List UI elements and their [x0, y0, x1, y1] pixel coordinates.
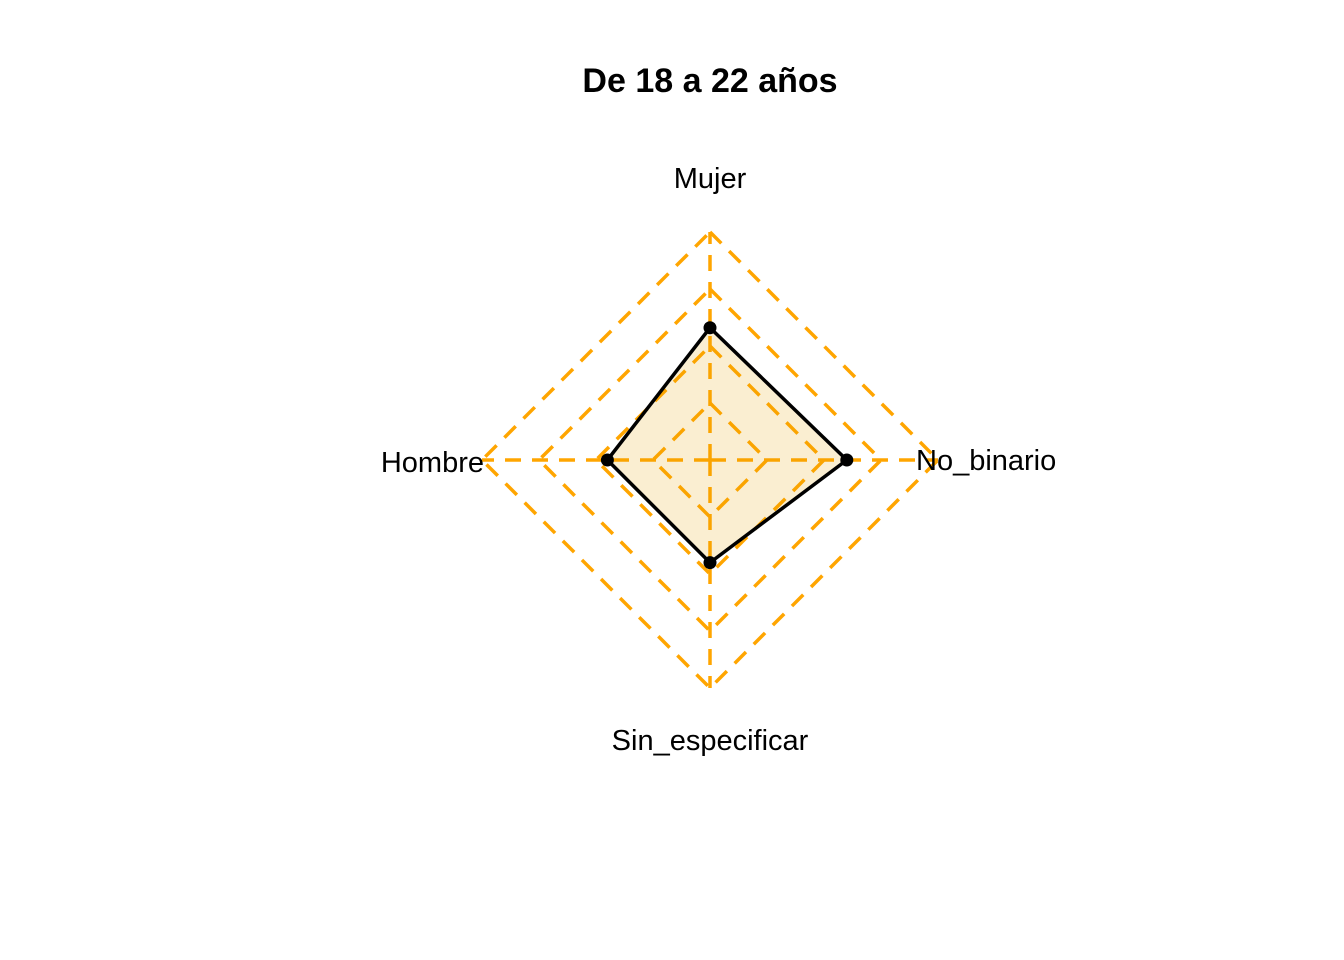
data-point-mujer [703, 321, 717, 335]
series-layer [600, 321, 854, 570]
data-point-sin-especificar [703, 556, 717, 570]
grid-layer [479, 229, 941, 691]
data-point-no-binario [840, 453, 854, 467]
axis-label-mujer: Mujer [674, 163, 747, 195]
chart-title: De 18 a 22 años [582, 62, 837, 100]
axis-label-sin-especificar: Sin_especificar [612, 725, 809, 757]
data-point-hombre [600, 453, 614, 467]
axis-label-hombre: Hombre [381, 447, 484, 479]
axis-label-no-binario: No_binario [916, 445, 1056, 477]
series-polygon [605, 326, 849, 565]
